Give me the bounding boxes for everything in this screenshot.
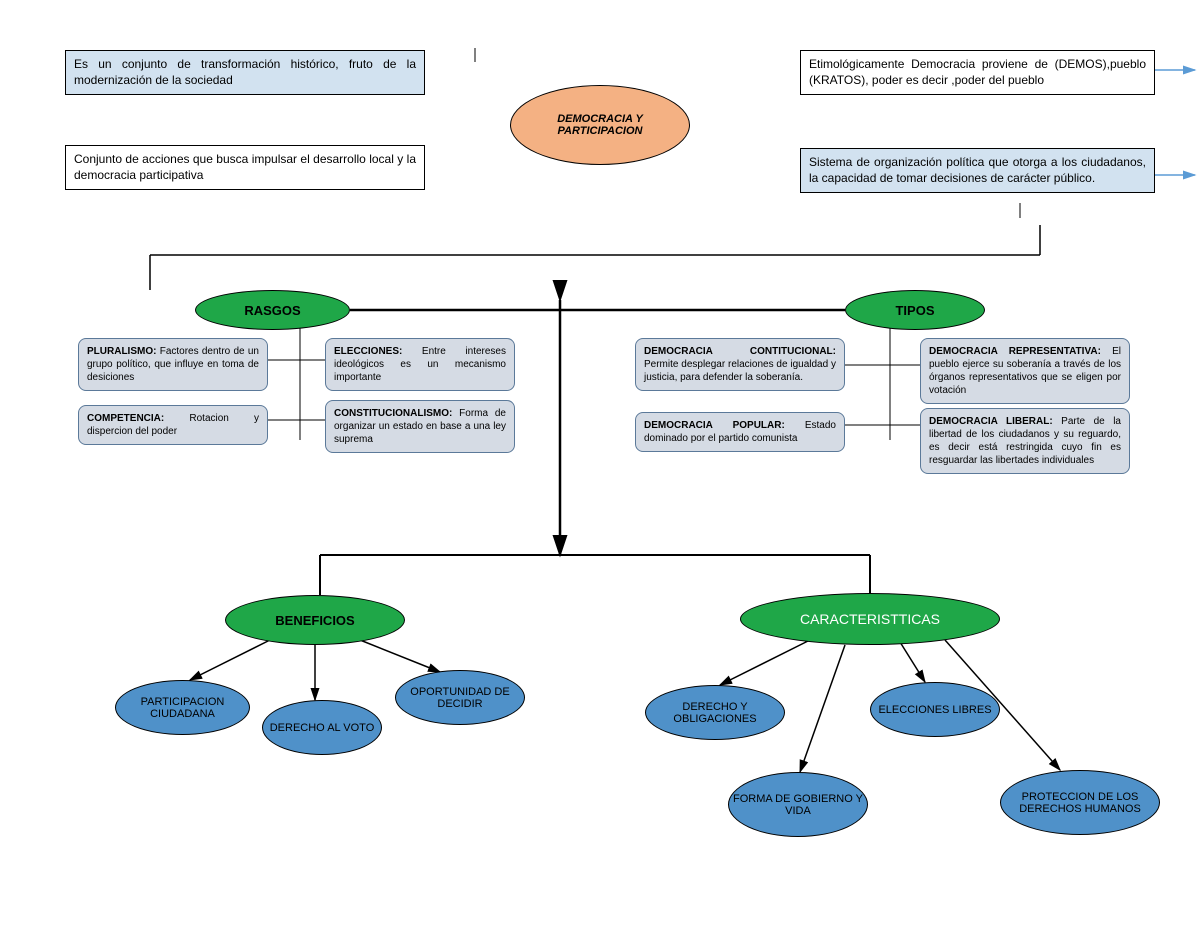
center-line1: DEMOCRACIA Y bbox=[557, 113, 643, 125]
tipos-term-2: DEMOCRACIA POPULAR: bbox=[644, 420, 785, 431]
rasgos-panel-1: ELECCIONES: Entre intereses ideológicos … bbox=[325, 338, 515, 391]
rasgos-term-3: CONSTITUCIONALISMO: bbox=[334, 408, 452, 419]
rasgos-term-1: ELECCIONES: bbox=[334, 346, 402, 357]
beneficios-child-0-label: PARTICIPACION CIUDADANA bbox=[120, 696, 245, 720]
caracteristicas-child-1: ELECCIONES LIBRES bbox=[870, 682, 1000, 737]
definition-box-2: Conjunto de acciones que busca impulsar … bbox=[65, 145, 425, 190]
caracteristicas-ellipse: CARACTERISTTICAS bbox=[740, 593, 1000, 645]
rasgos-term-2: COMPETENCIA: bbox=[87, 413, 164, 424]
tipos-ellipse: TIPOS bbox=[845, 290, 985, 330]
caracteristicas-child-0: DERECHO Y OBLIGACIONES bbox=[645, 685, 785, 740]
rasgos-term-0: PLURALISMO: bbox=[87, 346, 156, 357]
tipos-text-0: Permite desplegar relaciones de igualdad… bbox=[644, 359, 836, 383]
carac-child-3-label: PROTECCION DE LOS DERECHOS HUMANOS bbox=[1005, 791, 1155, 815]
carac-child-1-label: ELECCIONES LIBRES bbox=[878, 704, 991, 716]
tipos-term-1: DEMOCRACIA REPRESENTATIVA: bbox=[929, 346, 1101, 357]
caracteristicas-child-2: FORMA DE GOBIERNO Y VIDA bbox=[728, 772, 868, 837]
tipos-panel-2: DEMOCRACIA POPULAR: Estado dominado por … bbox=[635, 412, 845, 452]
beneficios-child-2: OPORTUNIDAD DE DECIDIR bbox=[395, 670, 525, 725]
beneficios-child-1-label: DERECHO AL VOTO bbox=[270, 722, 375, 734]
rasgos-ellipse: RASGOS bbox=[195, 290, 350, 330]
definition-box-1: Es un conjunto de transformación históri… bbox=[65, 50, 425, 95]
carac-child-2-label: FORMA DE GOBIERNO Y VIDA bbox=[733, 793, 863, 817]
beneficios-child-1: DERECHO AL VOTO bbox=[262, 700, 382, 755]
rasgos-panel-3: CONSTITUCIONALISMO: Forma de organizar u… bbox=[325, 400, 515, 453]
tipos-panel-3: DEMOCRACIA LIBERAL: Parte de la libertad… bbox=[920, 408, 1130, 474]
tipos-term-3: DEMOCRACIA LIBERAL: bbox=[929, 416, 1053, 427]
tipos-title: TIPOS bbox=[895, 303, 934, 318]
definition-box-4: Sistema de organización política que oto… bbox=[800, 148, 1155, 193]
rasgos-panel-0: PLURALISMO: Factores dentro de un grupo … bbox=[78, 338, 268, 391]
rasgos-panel-2: COMPETENCIA: Rotacion y dispercion del p… bbox=[78, 405, 268, 445]
beneficios-title: BENEFICIOS bbox=[275, 613, 354, 628]
caracteristicas-title: CARACTERISTTICAS bbox=[800, 611, 940, 627]
center-title-ellipse: DEMOCRACIA Y PARTICIPACION bbox=[510, 85, 690, 165]
beneficios-ellipse: BENEFICIOS bbox=[225, 595, 405, 645]
tipos-panel-1: DEMOCRACIA REPRESENTATIVA: El pueblo eje… bbox=[920, 338, 1130, 404]
rasgos-title: RASGOS bbox=[244, 303, 300, 318]
beneficios-child-2-label: OPORTUNIDAD DE DECIDIR bbox=[400, 686, 520, 710]
center-line2: PARTICIPACION bbox=[558, 125, 643, 137]
carac-child-0-label: DERECHO Y OBLIGACIONES bbox=[650, 701, 780, 725]
beneficios-child-0: PARTICIPACION CIUDADANA bbox=[115, 680, 250, 735]
tipos-term-0: DEMOCRACIA CONTITUCIONAL: bbox=[644, 346, 836, 357]
definition-box-3: Etimológicamente Democracia proviene de … bbox=[800, 50, 1155, 95]
caracteristicas-child-3: PROTECCION DE LOS DERECHOS HUMANOS bbox=[1000, 770, 1160, 835]
tipos-panel-0: DEMOCRACIA CONTITUCIONAL: Permite desple… bbox=[635, 338, 845, 391]
